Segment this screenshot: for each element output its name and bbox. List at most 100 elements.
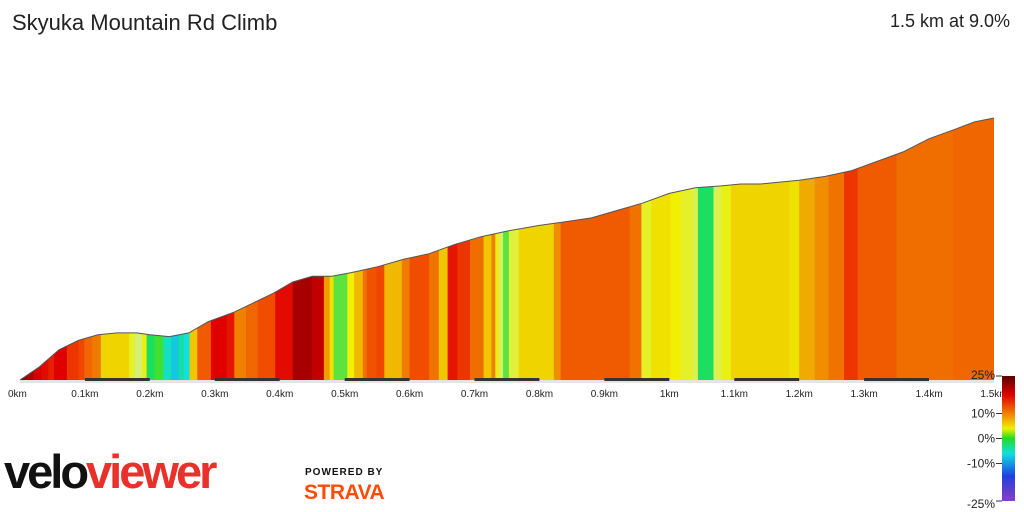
gradient-band [66, 118, 80, 380]
gradient-scale-label: -10% [967, 457, 995, 471]
gradient-band [828, 118, 845, 380]
elevation-outline [19, 117, 995, 381]
gradient-band [163, 118, 172, 380]
gradient-band [48, 118, 55, 380]
gradient-band [457, 118, 471, 380]
gradient-band [629, 118, 642, 380]
gradient-band [333, 118, 348, 380]
gradient-scale-label: 25% [971, 368, 995, 382]
x-tick-label: 0.2km [136, 389, 163, 400]
gradient-band [84, 118, 93, 380]
gradient-band [234, 118, 247, 380]
x-tick-label: 1.3km [850, 389, 877, 400]
gradient-band [312, 118, 325, 380]
climb-summary: 1.5 km at 9.0% [889, 11, 1010, 31]
gradient-band [518, 118, 555, 380]
logo-viewer: viewer [86, 445, 217, 498]
gradient-band [384, 118, 403, 380]
gradient-band [844, 118, 859, 380]
gradient-band [697, 118, 715, 380]
gradient-band [154, 118, 164, 380]
gradient-band [470, 118, 485, 380]
gradient-band [560, 118, 586, 380]
x-axis-distance-marker [344, 378, 410, 381]
gradient-band [508, 118, 520, 380]
x-axis-distance-marker [864, 378, 929, 381]
gradient-band [129, 118, 136, 380]
gradient-band [92, 118, 102, 380]
gradient-band [323, 118, 331, 380]
x-tick-label: 0km [8, 389, 27, 400]
gradient-band [210, 118, 228, 380]
gradient-band [189, 118, 198, 380]
gradient-band [401, 118, 411, 380]
gradient-band [178, 118, 185, 380]
powered-by-label: POWERED BY [305, 467, 384, 478]
gradient-band [925, 118, 954, 380]
gradient-band [33, 118, 42, 380]
veloviewer-logo: veloviewer [4, 445, 217, 498]
gradient-band [789, 118, 800, 380]
x-tick-label: 0.3km [201, 389, 228, 400]
gradient-band [362, 118, 368, 380]
gradient-band [347, 118, 355, 380]
gradient-band [553, 118, 562, 380]
x-axis-ticks: 0km 0.1km 0.2km 0.3km 0.4km 0.5km 0.6km 0.7km 0.… [8, 378, 1008, 400]
x-tick-label: 0.4km [266, 389, 293, 400]
gradient-band [670, 118, 681, 380]
gradient-band [713, 118, 722, 380]
x-axis-distance-marker [214, 378, 280, 381]
x-axis-distance-marker [734, 378, 800, 381]
gradient-band [197, 118, 212, 380]
x-tick-label: 0.6km [396, 389, 423, 400]
x-tick-label: 0.5km [331, 389, 358, 400]
gradient-scale-label: -25% [967, 497, 995, 511]
gradient-band [499, 118, 504, 380]
x-axis-distance-marker [604, 378, 670, 381]
gradient-band [799, 118, 816, 380]
gradient-band [731, 118, 750, 380]
x-axis-distance-marker [84, 378, 150, 381]
gradient-band [495, 118, 500, 380]
x-tick-label: 0.8km [526, 389, 553, 400]
gradient-band [692, 118, 699, 380]
gradient-band [292, 118, 313, 380]
gradient-band [20, 118, 28, 380]
gradient-band [366, 118, 377, 380]
x-tick-label: 0.7km [461, 389, 488, 400]
gradient-band [246, 118, 259, 380]
gradient-band [54, 118, 68, 380]
gradient-band [503, 118, 510, 380]
x-tick-label: 1.4km [915, 389, 942, 400]
gradient-scale-label: 0% [978, 432, 996, 446]
gradient-band [275, 118, 294, 380]
gradient-band [680, 118, 693, 380]
x-tick-label: 1.1km [721, 389, 748, 400]
gradient-band [26, 118, 35, 380]
gradient-band [953, 118, 994, 380]
gradient-band [438, 118, 449, 380]
gradient-band [429, 118, 440, 380]
gradient-band [41, 118, 49, 380]
x-tick-label: 1.5km [980, 389, 1007, 400]
gradient-scale: 25% 10% 0% -10% -25% [967, 368, 1015, 511]
gradient-band [226, 118, 235, 380]
gradient-bands [20, 118, 994, 380]
gradient-band [141, 118, 148, 380]
gradient-scale-label: 10% [971, 407, 995, 421]
gradient-band [134, 118, 143, 380]
gradient-band [100, 118, 130, 380]
gradient-band [376, 118, 385, 380]
strava-logo: STRAVA [304, 481, 385, 504]
gradient-band [329, 118, 335, 380]
x-tick-label: 0.9km [591, 389, 618, 400]
gradient-band [584, 118, 605, 380]
gradient-band [641, 118, 652, 380]
gradient-band [651, 118, 672, 380]
gradient-band [877, 118, 898, 380]
gradient-band [409, 118, 430, 380]
gradient-band [770, 118, 791, 380]
gradient-band [146, 118, 155, 380]
gradient-band [814, 118, 829, 380]
